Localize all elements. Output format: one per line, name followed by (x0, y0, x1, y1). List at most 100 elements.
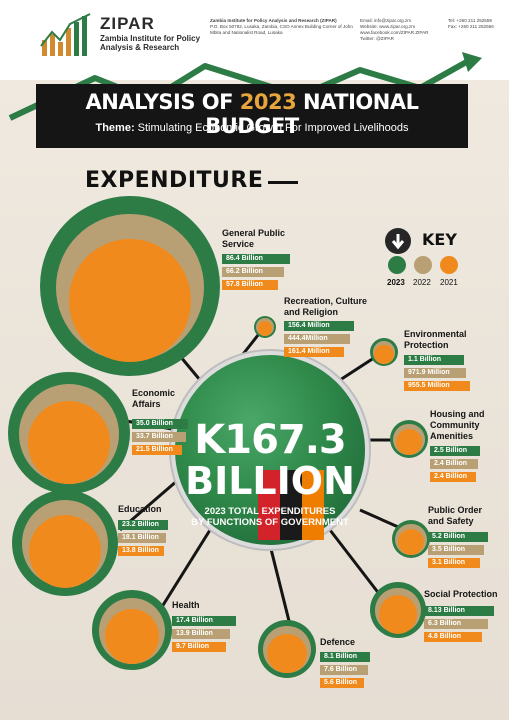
public-order-safety-value-2023: 5.2 Billion (428, 532, 488, 542)
title-banner: ANALYSIS OF 2023 NATIONAL BUDGET Theme: … (36, 84, 468, 148)
section-title: EXPENDITURE (85, 168, 264, 193)
environmental-protection-label-line: Environmental (404, 329, 467, 339)
general-public-service-label: General Public Service (222, 228, 285, 250)
key-dot-2021 (440, 256, 458, 274)
environmental-protection-bubble-2021 (374, 344, 394, 364)
public-order-safety-label-line: Public Order (428, 505, 483, 515)
recreation-culture-religion-value-2021: 161.4 Million (284, 347, 344, 357)
housing-community-amenities-label-line: Community (430, 420, 480, 430)
contact-twitter[interactable]: Twitter: @ZIPAR (360, 36, 394, 41)
contact-email[interactable]: Email: info@zipar.org.zm (360, 18, 412, 23)
education-value-2021: 13.8 Billion (118, 546, 164, 556)
defence-label-line: Defence (320, 637, 356, 647)
growth-arrow-head (462, 52, 482, 72)
recreation-culture-religion-label-line: and Religion (284, 307, 338, 317)
key-year-2022: 2022 (413, 278, 431, 287)
health-value-2022: 13.9 Billion (172, 629, 230, 639)
housing-community-amenities-value-2023: 2.5 Billion (430, 446, 480, 456)
housing-community-amenities-value-2022: 2.4 Billion (430, 459, 478, 469)
down-arrow-icon (385, 228, 411, 254)
connector-health (158, 529, 212, 611)
public-order-safety-label: Public Order and Safety (428, 505, 482, 527)
social-protection-label-line: Social Protection (424, 589, 498, 599)
connector-defence (268, 544, 292, 626)
housing-community-amenities-label-line: Housing and (430, 409, 485, 419)
defence-value-2022: 7.6 Billion (320, 665, 368, 675)
contact-block: Email: info@zipar.org.zm Website: www.zi… (360, 18, 445, 42)
social-protection-value-2023: 8.13 Billion (424, 606, 494, 616)
total-caption: 2023 TOTAL EXPENDITURES BY FUNCTIONS OF G… (191, 506, 349, 528)
total-unit: BILLION (185, 459, 355, 503)
contact-facebook[interactable]: www.facebook.com/ZIPAR.ZIPAR (360, 30, 429, 35)
education-bubble-2021 (28, 515, 102, 588)
connector-social (328, 529, 382, 596)
key-year-2021: 2021 (440, 278, 458, 287)
health-bubble-2021 (104, 609, 160, 664)
brand-full-name: Zambia Institute for Policy Analysis & R… (100, 34, 201, 52)
address-lines: P.O. Box 50782, Lusaka, Zambia, CSO Anne… (210, 24, 353, 35)
phone-block: Tel: +260 211 252559 Fax: +260 211 25256… (448, 18, 508, 30)
key-year-2023: 2023 (387, 278, 405, 287)
brand-block: ZIPAR Zambia Institute for Policy Analys… (100, 14, 210, 52)
total-amount: K167.3 (194, 417, 347, 463)
education-label-line: Education (118, 504, 162, 514)
social-protection-label: Social Protection (424, 589, 498, 600)
environmental-protection-value-2022: 971.9 Million (404, 368, 466, 378)
environmental-protection-label: Environmental Protection (404, 329, 467, 351)
housing-community-amenities-label-line: Amenities (430, 431, 474, 441)
page-title: ANALYSIS OF 2023 NATIONAL BUDGET (85, 90, 419, 138)
defence-value-2021: 5.6 Billion (320, 678, 364, 688)
zambia-flag-stripes (258, 470, 324, 540)
key-dot-2023 (388, 256, 406, 274)
general-public-service-bubble-2021 (68, 239, 192, 362)
address-org: Zambia Institute for Policy Analysis and… (210, 18, 337, 23)
key-label: KEY (422, 230, 457, 249)
education-value-2022: 18.1 Billion (118, 533, 166, 543)
health-value-2021: 9.7 Billion (172, 642, 226, 652)
public-order-safety-label-line: and Safety (428, 516, 474, 526)
contact-website[interactable]: Website: www.zipar.org.zm (360, 24, 416, 29)
health-label: Health (172, 600, 200, 611)
social-protection-bubble-2021 (378, 595, 418, 634)
health-value-2023: 17.4 Billion (172, 616, 236, 626)
economic-affairs-label-line: Economic (132, 388, 176, 398)
economic-affairs-value-2023: 35.0 Billion (132, 419, 188, 429)
defence-value-2023: 8.1 Billion (320, 652, 370, 662)
economic-affairs-bubble-2021 (27, 401, 111, 485)
public-order-safety-value-2021: 3.1 Billion (428, 558, 480, 568)
housing-community-amenities-label: Housing and Community Amenities (430, 409, 485, 442)
economic-affairs-value-2022: 33.7 Billion (132, 432, 186, 442)
social-protection-value-2021: 4.8 Billion (424, 632, 482, 642)
economic-affairs-label-line: Affairs (132, 399, 161, 409)
defence-bubble-2021 (267, 633, 307, 674)
education-value-2023: 23.2 Billion (118, 520, 168, 530)
health-label-line: Health (172, 600, 200, 610)
environmental-protection-value-2021: 955.5 Million (404, 381, 470, 391)
social-protection-value-2022: 6.3 Billion (424, 619, 488, 629)
education-label: Education (118, 504, 162, 515)
brand-name: ZIPAR (100, 14, 155, 33)
public-order-safety-bubble-2021 (398, 529, 424, 555)
address-block: Zambia Institute for Policy Analysis and… (210, 18, 360, 36)
housing-community-amenities-bubble-2021 (396, 429, 422, 455)
general-public-service-value-2022: 66.2 Billion (222, 267, 284, 277)
general-public-service-label-line: Service (222, 239, 255, 249)
contact-fax: Fax: +260 211 252566 (448, 24, 494, 29)
environmental-protection-label-line: Protection (404, 340, 449, 350)
general-public-service-label-line: General Public (222, 228, 286, 238)
defence-label: Defence (320, 637, 355, 648)
zipar-logo (40, 13, 91, 56)
housing-community-amenities-value-2021: 2.4 Billion (430, 472, 476, 482)
page-theme: Theme: Stimulating Economic Growth For I… (95, 122, 409, 134)
economic-affairs-value-2021: 21.5 Billion (132, 445, 182, 455)
environmental-protection-value-2023: 1.1 Billion (404, 355, 464, 365)
contact-tel: Tel: +260 211 252559 (448, 18, 492, 23)
general-public-service-value-2021: 57.8 Billion (222, 280, 278, 290)
economic-affairs-label: Economic Affairs (132, 388, 175, 410)
recreation-culture-religion-label-line: Recreation, Culture (284, 296, 368, 306)
recreation-culture-religion-value-2023: 156.4 Million (284, 321, 354, 331)
recreation-culture-religion-label: Recreation, Culture and Religion (284, 296, 367, 318)
key-dot-2022 (414, 256, 432, 274)
recreation-culture-religion-value-2022: 444.4Million (284, 334, 350, 344)
